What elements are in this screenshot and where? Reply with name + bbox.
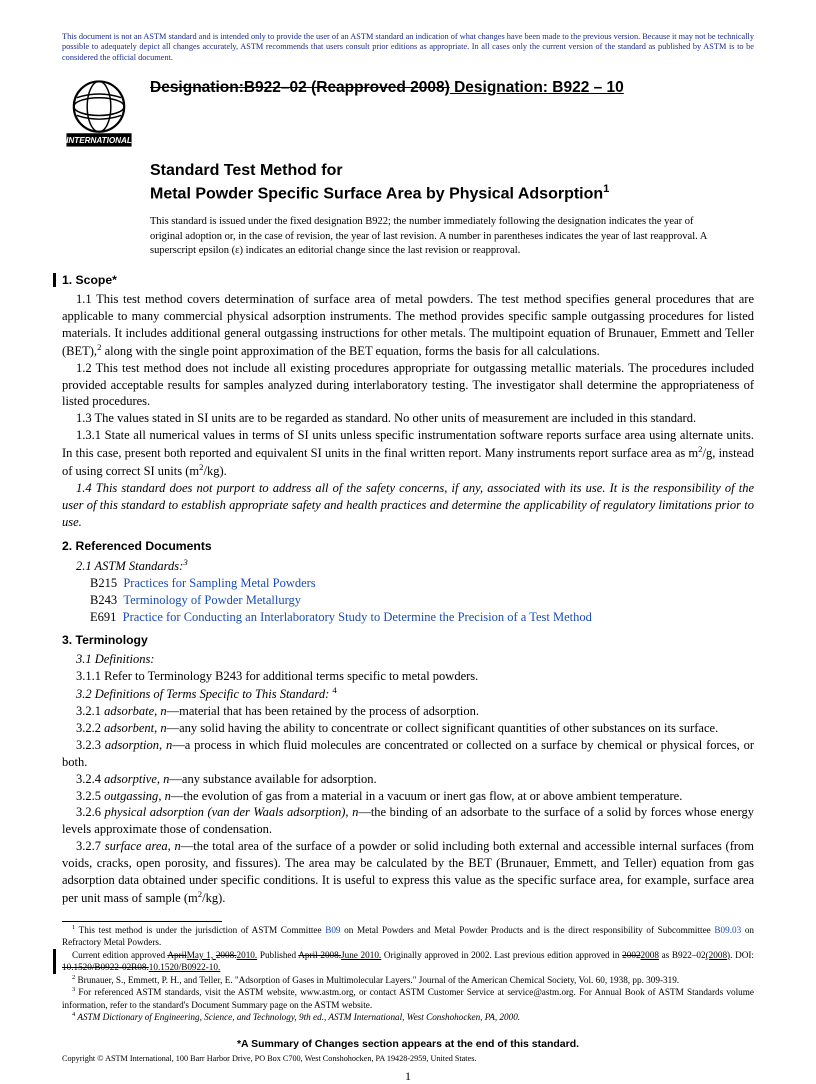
footnotes: 1 This test method is under the jurisdic… [62,924,754,1024]
footnote-rule [62,921,222,922]
ref-link-b215[interactable]: Practices for Sampling Metal Powders [123,576,315,590]
title-block: Standard Test Method for Metal Powder Sp… [150,161,754,205]
disclaimer-text: This document is not an ASTM standard an… [62,32,754,63]
copyright: Copyright © ASTM International, 100 Barr… [62,1054,754,1063]
page-number: 1 [62,1069,754,1084]
svg-text:INTERNATIONAL: INTERNATIONAL [66,136,132,145]
ref-link-b243[interactable]: Terminology of Powder Metallurgy [123,593,301,607]
title-line1: Standard Test Method for [150,161,754,182]
section-refdocs-head: 2. Referenced Documents [62,539,754,553]
refdocs-body: 2.1 ASTM Standards:3 B215 Practices for … [62,557,754,626]
section-term-head: 3. Terminology [62,633,754,647]
terminology-body: 3.1 Definitions: 3.1.1 Refer to Terminol… [62,651,754,906]
designation-line: Designation:B922–02 (Reapproved 2008) De… [150,79,624,97]
header-row: INTERNATIONAL Designation:B922–02 (Reapp… [62,77,754,151]
designation-old: Designation:B922–02 (Reapproved 2008) [150,79,450,96]
fn-link-b09[interactable]: B09 [325,925,340,935]
ref-link-e691[interactable]: Practice for Conducting an Interlaborato… [123,610,592,624]
fn-link-b0903[interactable]: B09.03 [714,925,741,935]
designation-new: Designation: B922 – 10 [450,79,624,96]
section-scope-head: 1. Scope* [53,273,754,287]
astm-logo: INTERNATIONAL [62,77,136,151]
summary-note: *A Summary of Changes section appears at… [62,1038,754,1050]
scope-body: 1.1 This test method covers determinatio… [62,291,754,531]
title-line2: Metal Powder Specific Surface Area by Ph… [150,182,754,205]
issued-note: This standard is issued under the fixed … [150,215,714,259]
